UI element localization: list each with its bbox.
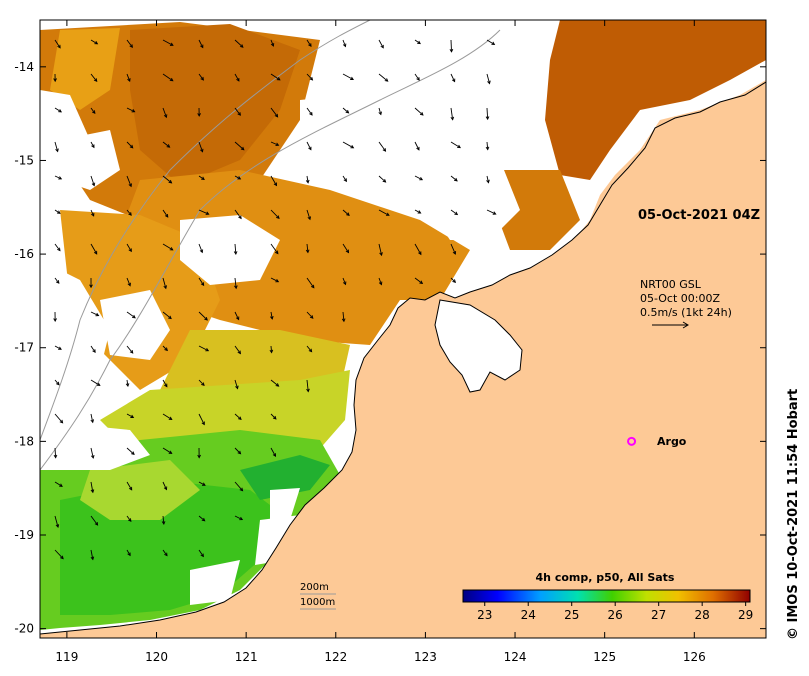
- imos-credit: © IMOS 10-Oct-2021 11:54 Hobart: [786, 389, 801, 640]
- colorbar-tick-label: 23: [477, 608, 492, 622]
- current-scale-label: 0.5m/s (1kt 24h): [640, 306, 732, 319]
- lat-tick-label: -20: [14, 622, 34, 636]
- lon-tick-label: 123: [414, 650, 437, 664]
- lon-tick-label: 119: [55, 650, 78, 664]
- map-plot-area: Argo 05-Oct-2021 04Z NRT00 GSL 05-Oct 00…: [40, 20, 809, 672]
- current-arrow: [451, 40, 452, 52]
- colorbar-tick-label: 29: [738, 608, 753, 622]
- colorbar-tick-label: 27: [651, 608, 666, 622]
- lon-tick-label: 120: [145, 650, 168, 664]
- lat-tick-label: -15: [14, 153, 34, 167]
- colorbar-tick-label: 25: [564, 608, 579, 622]
- current-time-label: 05-Oct 00:00Z: [640, 292, 720, 305]
- lon-tick-label: 125: [593, 650, 616, 664]
- lon-tick-label: 124: [504, 650, 527, 664]
- image-timestamp: 05-Oct-2021 04Z: [638, 208, 760, 223]
- lon-tick-label: 126: [683, 650, 706, 664]
- lat-tick-label: -14: [14, 60, 34, 74]
- argo-label: Argo: [657, 435, 687, 448]
- isobath-legend-1000m: 1000m: [300, 597, 335, 608]
- lat-tick-label: -19: [14, 528, 34, 542]
- lat-tick-label: -16: [14, 247, 34, 261]
- colorbar-tick-label: 24: [521, 608, 536, 622]
- current-source-label: NRT00 GSL: [640, 278, 702, 291]
- colorbar-title: 4h comp, p50, All Sats: [536, 571, 675, 584]
- lat-tick-label: -18: [14, 434, 34, 448]
- isobath-legend-200m: 200m: [300, 582, 329, 593]
- colorbar: [463, 590, 750, 602]
- lon-tick-label: 122: [324, 650, 347, 664]
- lat-tick-label: -17: [14, 341, 34, 355]
- colorbar-tick-label: 28: [695, 608, 710, 622]
- colorbar-tick-label: 26: [608, 608, 623, 622]
- lon-tick-label: 121: [235, 650, 258, 664]
